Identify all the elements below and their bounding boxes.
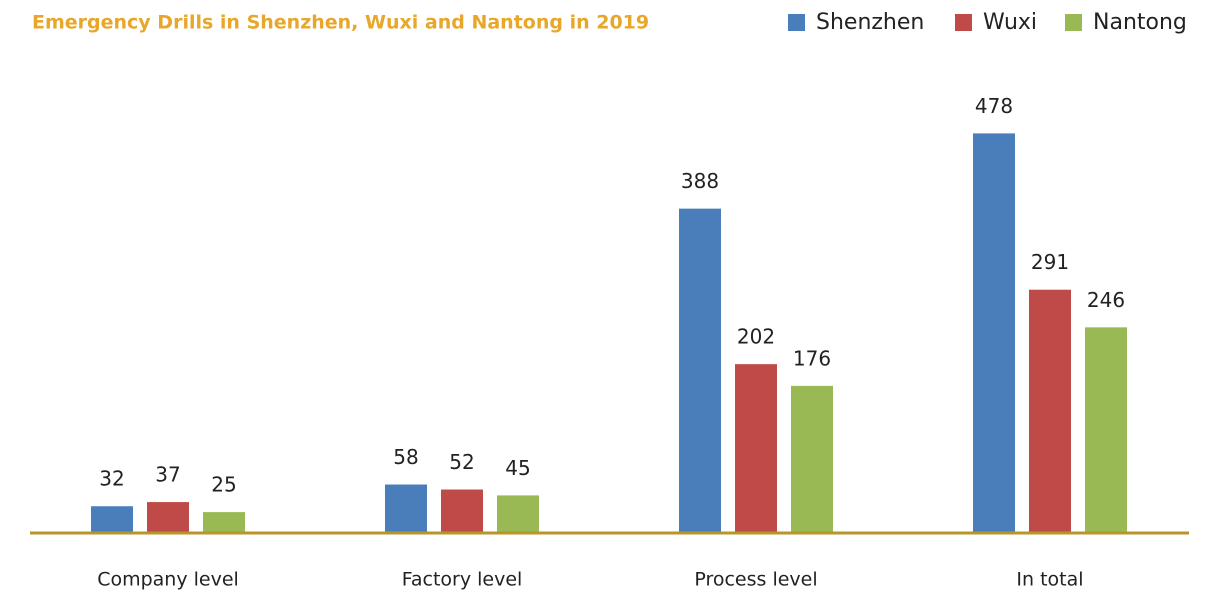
bar xyxy=(91,506,133,533)
x-tick-label: Factory level xyxy=(402,569,523,591)
chart-title: Emergency Drills in Shenzhen, Wuxi and N… xyxy=(32,12,649,34)
bar xyxy=(441,489,483,533)
x-tick-label: Process level xyxy=(694,569,817,591)
bar xyxy=(791,385,833,533)
data-label: 58 xyxy=(393,445,418,469)
legend-label: Shenzhen xyxy=(816,10,924,35)
data-label: 202 xyxy=(737,325,775,349)
bar xyxy=(1029,289,1071,533)
bar xyxy=(973,133,1015,533)
legend-swatch xyxy=(1065,14,1082,31)
data-label: 45 xyxy=(505,456,530,480)
data-label: 25 xyxy=(211,473,236,497)
data-label: 291 xyxy=(1031,250,1069,274)
data-label: 37 xyxy=(155,463,180,487)
x-tick-label: Company level xyxy=(97,569,239,591)
data-label: 176 xyxy=(793,346,831,370)
bar xyxy=(1085,327,1127,533)
data-label: 388 xyxy=(681,169,719,193)
legend-swatch xyxy=(955,14,972,31)
bar xyxy=(679,208,721,533)
x-tick-label: In total xyxy=(1016,569,1083,591)
legend-label: Wuxi xyxy=(983,10,1037,35)
data-label: 52 xyxy=(449,450,474,474)
bar xyxy=(497,495,539,533)
bar xyxy=(385,484,427,533)
data-label: 32 xyxy=(99,467,124,491)
data-label: 246 xyxy=(1087,288,1125,312)
data-label: 478 xyxy=(975,94,1013,118)
legend-swatch xyxy=(788,14,805,31)
legend-label: Nantong xyxy=(1093,10,1187,35)
bar xyxy=(735,364,777,533)
bar xyxy=(147,502,189,533)
bar xyxy=(203,512,245,533)
